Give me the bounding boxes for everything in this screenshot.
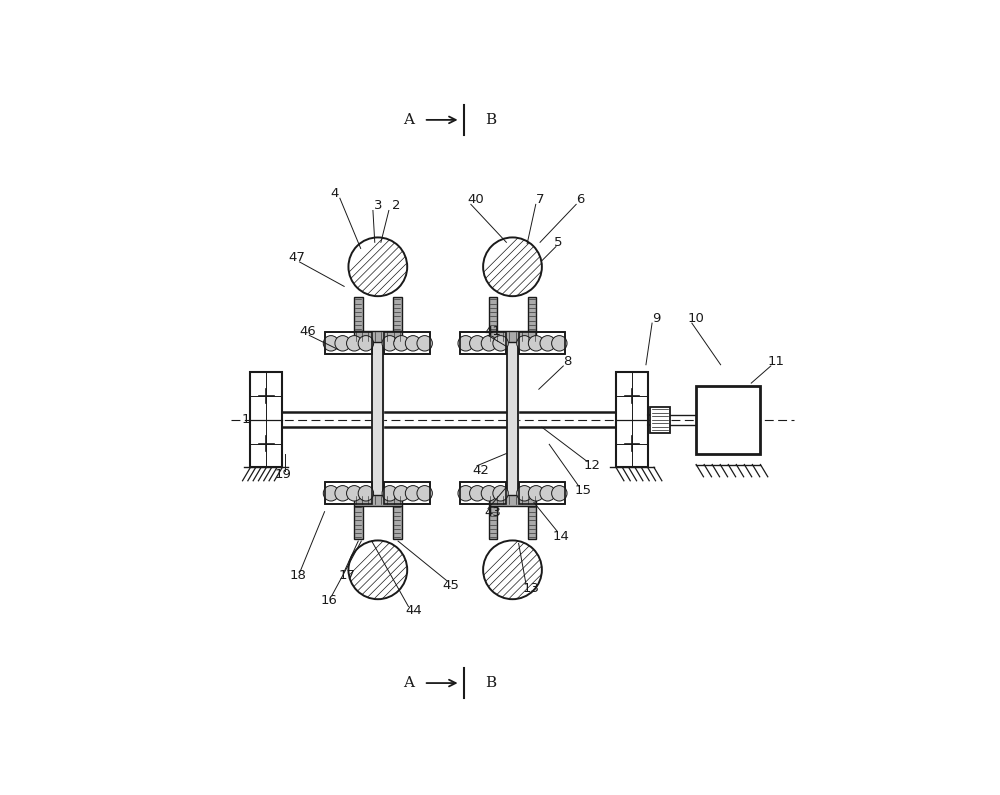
Text: 13: 13	[522, 582, 539, 595]
Bar	[384, 332, 430, 355]
Circle shape	[483, 541, 542, 599]
Text: 18: 18	[290, 569, 307, 583]
Circle shape	[458, 486, 473, 501]
Bar	[616, 372, 648, 467]
Bar	[384, 332, 430, 355]
Circle shape	[405, 335, 421, 351]
Bar	[519, 332, 565, 355]
Text: A: A	[403, 113, 414, 127]
Polygon shape	[489, 297, 497, 331]
Text: 8: 8	[563, 355, 572, 368]
Circle shape	[470, 486, 485, 501]
Circle shape	[358, 335, 374, 351]
Circle shape	[493, 335, 508, 351]
Circle shape	[394, 335, 409, 351]
Polygon shape	[354, 297, 363, 331]
Circle shape	[323, 486, 339, 501]
Text: 19: 19	[275, 468, 291, 482]
Bar	[250, 372, 282, 467]
Circle shape	[347, 335, 362, 351]
Polygon shape	[393, 506, 402, 539]
Text: 40: 40	[467, 193, 484, 206]
Circle shape	[335, 335, 350, 351]
Text: 41: 41	[484, 324, 501, 338]
Bar	[519, 332, 565, 355]
Circle shape	[517, 335, 532, 351]
Circle shape	[348, 238, 407, 297]
Bar	[519, 483, 565, 504]
Polygon shape	[489, 331, 536, 342]
Circle shape	[382, 486, 397, 501]
Polygon shape	[354, 494, 402, 506]
Circle shape	[481, 335, 497, 351]
Bar	[325, 483, 372, 504]
Text: 15: 15	[574, 483, 591, 497]
Circle shape	[540, 335, 555, 351]
Text: 9: 9	[652, 312, 661, 325]
Polygon shape	[489, 494, 536, 506]
Bar	[460, 332, 506, 355]
Bar	[325, 332, 372, 355]
Text: 17: 17	[339, 569, 356, 583]
Text: 42: 42	[472, 463, 489, 476]
Bar	[460, 483, 506, 504]
Text: 5: 5	[554, 236, 563, 249]
Text: 44: 44	[405, 604, 422, 618]
Circle shape	[481, 486, 497, 501]
Text: 12: 12	[584, 460, 601, 472]
Text: 10: 10	[688, 312, 705, 325]
Bar	[650, 407, 670, 432]
Text: 47: 47	[289, 251, 305, 264]
Circle shape	[348, 541, 407, 599]
Bar	[460, 483, 506, 504]
Text: B: B	[486, 113, 497, 127]
Polygon shape	[354, 506, 363, 539]
Circle shape	[347, 486, 362, 501]
Bar	[384, 483, 430, 504]
Bar	[519, 483, 565, 504]
Circle shape	[493, 486, 508, 501]
Polygon shape	[393, 297, 402, 331]
Text: 7: 7	[536, 193, 544, 206]
Circle shape	[417, 486, 432, 501]
Text: 45: 45	[443, 579, 460, 591]
Circle shape	[458, 335, 473, 351]
Text: B: B	[486, 676, 497, 690]
Circle shape	[540, 486, 555, 501]
Text: 14: 14	[553, 529, 570, 543]
Circle shape	[405, 486, 421, 501]
Circle shape	[323, 335, 339, 351]
Text: 4: 4	[331, 187, 339, 200]
Circle shape	[528, 335, 544, 351]
Text: 46: 46	[299, 324, 316, 338]
Polygon shape	[528, 506, 536, 539]
Text: 43: 43	[484, 506, 501, 519]
Circle shape	[470, 335, 485, 351]
Text: 16: 16	[320, 594, 337, 607]
Circle shape	[382, 335, 397, 351]
Circle shape	[517, 486, 532, 501]
Text: 3: 3	[374, 199, 382, 212]
Circle shape	[417, 335, 432, 351]
Text: 2: 2	[392, 199, 400, 212]
Bar	[696, 386, 760, 453]
Bar	[325, 332, 372, 355]
Circle shape	[358, 486, 374, 501]
Text: 11: 11	[767, 355, 784, 368]
Circle shape	[552, 486, 567, 501]
Text: 1: 1	[242, 413, 250, 426]
Circle shape	[394, 486, 409, 501]
Polygon shape	[528, 297, 536, 331]
Polygon shape	[354, 331, 402, 342]
Circle shape	[552, 335, 567, 351]
Bar	[325, 483, 372, 504]
Circle shape	[335, 486, 350, 501]
Circle shape	[483, 238, 542, 297]
Text: 6: 6	[576, 193, 584, 206]
Text: A: A	[403, 676, 414, 690]
Bar	[460, 332, 506, 355]
Polygon shape	[489, 506, 497, 539]
Bar	[384, 483, 430, 504]
Circle shape	[528, 486, 544, 501]
